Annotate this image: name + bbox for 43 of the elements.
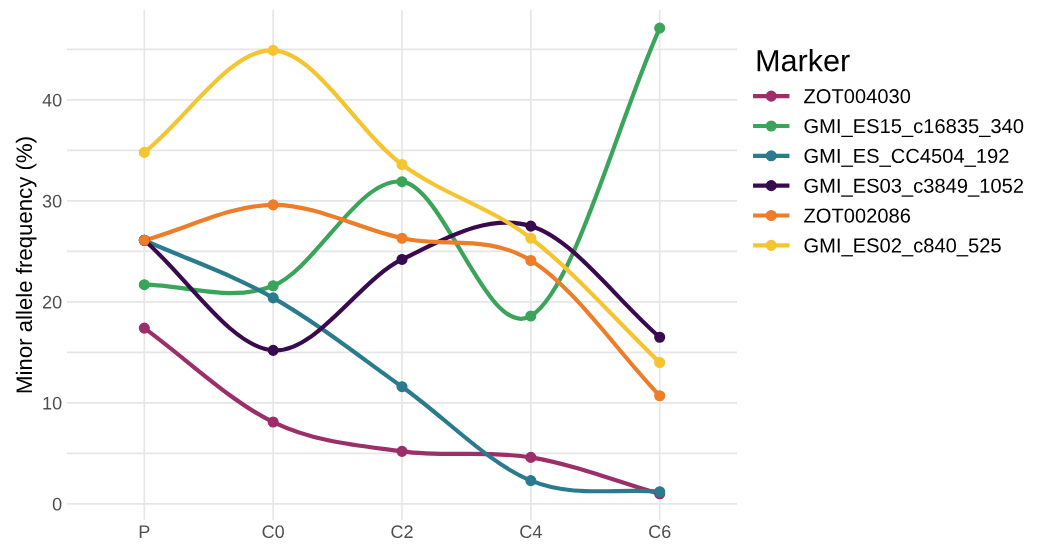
y-tick-label: 40 bbox=[42, 93, 62, 107]
point bbox=[525, 232, 537, 244]
point bbox=[525, 451, 537, 463]
point bbox=[396, 158, 408, 171]
point bbox=[525, 254, 537, 267]
legend-label: GMI_ES_CC4504_192 bbox=[804, 148, 1009, 167]
legend-label: GMI_ES15_c16835_340 bbox=[804, 118, 1024, 138]
point bbox=[654, 331, 666, 343]
y-axis-title: Minor allele frequency (%) bbox=[15, 137, 37, 393]
point bbox=[396, 176, 408, 188]
point bbox=[138, 279, 150, 291]
x-tick-label: P bbox=[139, 525, 150, 538]
point bbox=[396, 253, 408, 266]
x-tick-label: C0 bbox=[262, 525, 284, 539]
point bbox=[654, 390, 666, 402]
legend-label: ZOT002086 bbox=[804, 208, 911, 223]
point bbox=[138, 146, 150, 158]
point bbox=[525, 310, 537, 322]
y-tick-label: 10 bbox=[43, 396, 62, 410]
point bbox=[654, 356, 666, 369]
legend-title: Marker bbox=[757, 49, 850, 72]
point bbox=[138, 322, 150, 334]
point bbox=[267, 44, 279, 56]
x-tick-label: C4 bbox=[520, 525, 542, 539]
y-tick-label: 0 bbox=[52, 497, 62, 511]
point bbox=[396, 232, 408, 244]
x-tick-label: C6 bbox=[649, 525, 671, 539]
point bbox=[267, 292, 279, 304]
point bbox=[396, 445, 408, 457]
point bbox=[267, 416, 279, 428]
point bbox=[525, 220, 537, 232]
point bbox=[267, 280, 279, 292]
y-tick-label: 30 bbox=[42, 194, 62, 208]
x-tick-label: C2 bbox=[391, 525, 413, 539]
point bbox=[396, 381, 408, 393]
legend-label: ZOT004030 bbox=[804, 89, 911, 104]
y-tick-label: 20 bbox=[42, 295, 62, 309]
point bbox=[654, 22, 666, 34]
legend-label: GMI_ES02_c840_525 bbox=[804, 238, 1001, 257]
point bbox=[525, 475, 537, 487]
point bbox=[267, 199, 279, 211]
point bbox=[267, 344, 279, 356]
legend-label: GMI_ES03_c3849_1052 bbox=[804, 178, 1024, 197]
